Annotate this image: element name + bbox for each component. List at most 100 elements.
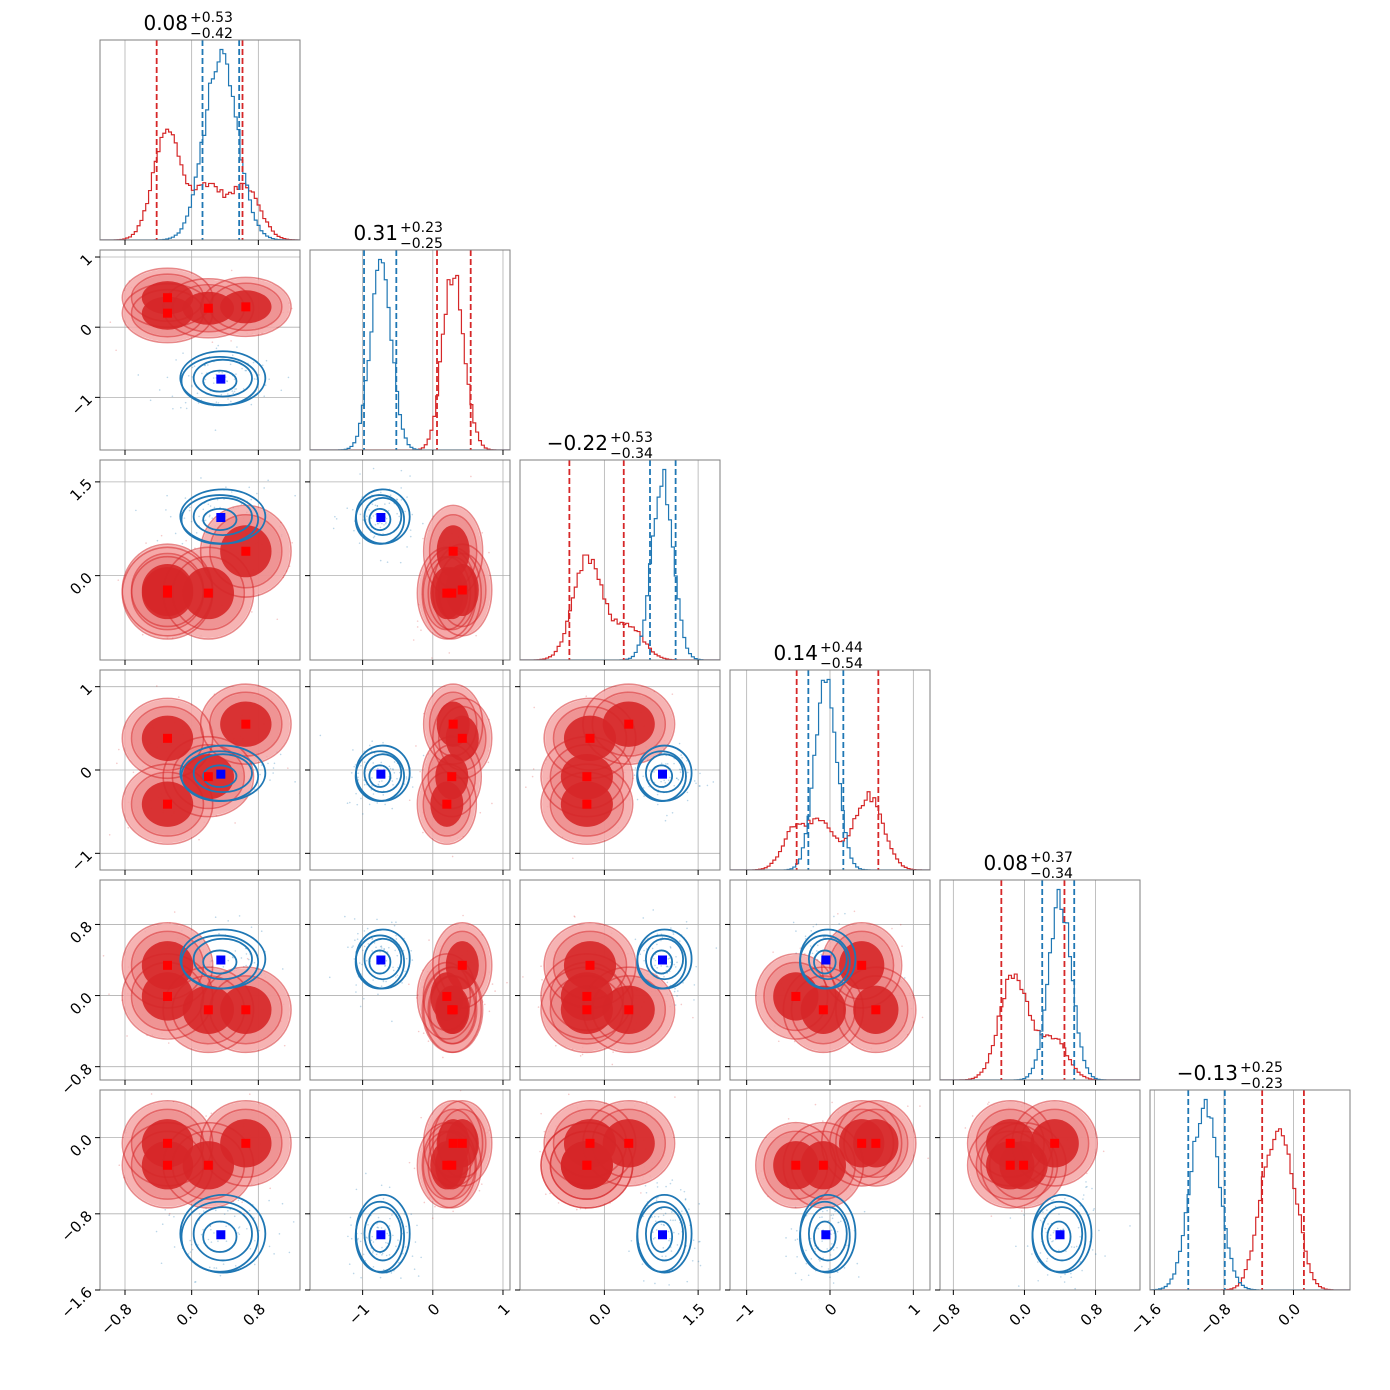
sample-point-b bbox=[267, 762, 269, 765]
sample-point-b bbox=[821, 1216, 823, 1218]
sample-point-b bbox=[1052, 1198, 1055, 1201]
marker-a bbox=[241, 719, 251, 729]
marker-a bbox=[448, 719, 458, 729]
sample-point-b bbox=[204, 519, 207, 522]
sample-point-b bbox=[384, 1228, 386, 1231]
sample-point-b bbox=[1129, 1225, 1131, 1227]
sample-point-b bbox=[362, 813, 364, 815]
diag-title-value: 0.31 bbox=[353, 221, 398, 245]
marker-a bbox=[163, 991, 172, 1001]
histogram-series-b bbox=[520, 468, 720, 660]
sample-point-b bbox=[668, 1239, 670, 1242]
sample-point-a bbox=[480, 1183, 483, 1185]
sample-point-b bbox=[375, 1253, 378, 1256]
contour-line-a-level-1 bbox=[171, 555, 246, 631]
sample-point-b bbox=[357, 1237, 359, 1240]
sample-point-a bbox=[416, 620, 419, 622]
sample-point-b bbox=[394, 949, 396, 952]
sample-point-b bbox=[245, 964, 247, 967]
sample-point-b bbox=[190, 520, 193, 523]
sample-point-b bbox=[371, 785, 373, 787]
panel-content bbox=[525, 683, 715, 860]
sample-point-b bbox=[677, 990, 679, 992]
sample-point-b bbox=[385, 1254, 388, 1257]
sample-point-b bbox=[392, 784, 394, 786]
sample-point-b bbox=[680, 754, 682, 756]
y-tick-label: 1.5 bbox=[66, 475, 96, 505]
sample-point-a bbox=[442, 1056, 444, 1059]
contour-line-a-level-1 bbox=[427, 555, 477, 631]
sample-point-b bbox=[402, 949, 405, 952]
sample-point-b bbox=[352, 945, 354, 947]
sample-point-b bbox=[164, 1208, 167, 1211]
sample-point-b bbox=[231, 354, 234, 357]
histogram-series-a bbox=[1150, 1128, 1350, 1290]
sample-point-b bbox=[372, 979, 374, 981]
diag-title-lower: −0.23 bbox=[1240, 1076, 1283, 1092]
sample-point-b bbox=[1070, 1276, 1073, 1279]
sample-point-a bbox=[787, 1118, 790, 1120]
sample-point-b bbox=[211, 517, 214, 519]
sample-point-b bbox=[1079, 1261, 1082, 1263]
sample-point-b bbox=[234, 950, 237, 952]
sample-point-a bbox=[488, 1010, 491, 1013]
sample-point-b bbox=[371, 937, 374, 940]
sample-point-b bbox=[1023, 1214, 1025, 1216]
sample-point-b bbox=[649, 770, 651, 772]
contour-line-b-level-3 bbox=[179, 928, 267, 990]
sample-point-b bbox=[234, 1265, 237, 1267]
sample-point-b bbox=[353, 918, 356, 920]
sample-point-b bbox=[663, 779, 665, 782]
sample-point-b bbox=[362, 519, 364, 521]
contour-line-a-level-0 bbox=[121, 282, 214, 344]
marker-a bbox=[624, 719, 634, 729]
sample-point-b bbox=[1075, 1245, 1078, 1248]
sample-point-b bbox=[171, 395, 174, 398]
sample-point-b bbox=[681, 757, 683, 759]
sample-point-a bbox=[126, 1035, 128, 1037]
marker-a bbox=[624, 1138, 634, 1148]
sample-point-b bbox=[334, 515, 336, 518]
sample-point-b bbox=[379, 559, 382, 562]
panel-content bbox=[102, 911, 292, 1054]
sample-point-b bbox=[367, 943, 370, 945]
sample-point-b bbox=[238, 1233, 241, 1236]
sample-point-b bbox=[832, 1249, 835, 1251]
sample-point-b bbox=[381, 1252, 384, 1255]
sample-point-b bbox=[268, 1245, 271, 1248]
sample-point-b bbox=[663, 1224, 666, 1227]
sample-point-b bbox=[830, 1214, 833, 1217]
marker-a bbox=[582, 772, 592, 782]
contour-line-a-level-1 bbox=[591, 975, 666, 1045]
contour-line-b-level-1 bbox=[192, 753, 253, 794]
sample-point-a bbox=[611, 1063, 614, 1066]
sample-point-b bbox=[651, 947, 654, 950]
sample-point-a bbox=[173, 911, 176, 913]
panel-1-0: −1 0 1 bbox=[68, 249, 301, 455]
x-tick-label: 0.8 bbox=[1077, 1300, 1107, 1330]
sample-point-b bbox=[667, 966, 669, 968]
sample-point-b bbox=[1058, 1213, 1060, 1215]
sample-point-b bbox=[391, 807, 394, 810]
sample-point-b bbox=[1054, 1205, 1057, 1208]
sample-point-b bbox=[357, 772, 359, 775]
sample-point-b bbox=[839, 1220, 842, 1223]
sample-point-b bbox=[836, 1271, 839, 1273]
marker-a bbox=[457, 1138, 467, 1148]
sample-point-b bbox=[281, 968, 284, 970]
sample-point-b bbox=[643, 795, 645, 797]
sample-point-b bbox=[384, 1310, 386, 1312]
sample-point-b bbox=[168, 1214, 171, 1216]
sample-point-b bbox=[191, 385, 193, 388]
sample-point-a bbox=[487, 761, 490, 764]
sample-point-b bbox=[380, 1227, 383, 1229]
sample-point-b bbox=[201, 372, 203, 375]
sample-point-b bbox=[699, 772, 701, 775]
sample-point-b bbox=[422, 754, 425, 757]
contour-line-a-level-0 bbox=[421, 735, 482, 818]
panel-0-0: 0.08 +0.53−0.42 bbox=[99, 10, 301, 245]
contour-line-b-level-3 bbox=[179, 744, 267, 802]
sample-point-a bbox=[422, 1032, 425, 1034]
sample-point-b bbox=[174, 532, 177, 535]
contour-line-b-level-0 bbox=[813, 949, 837, 975]
